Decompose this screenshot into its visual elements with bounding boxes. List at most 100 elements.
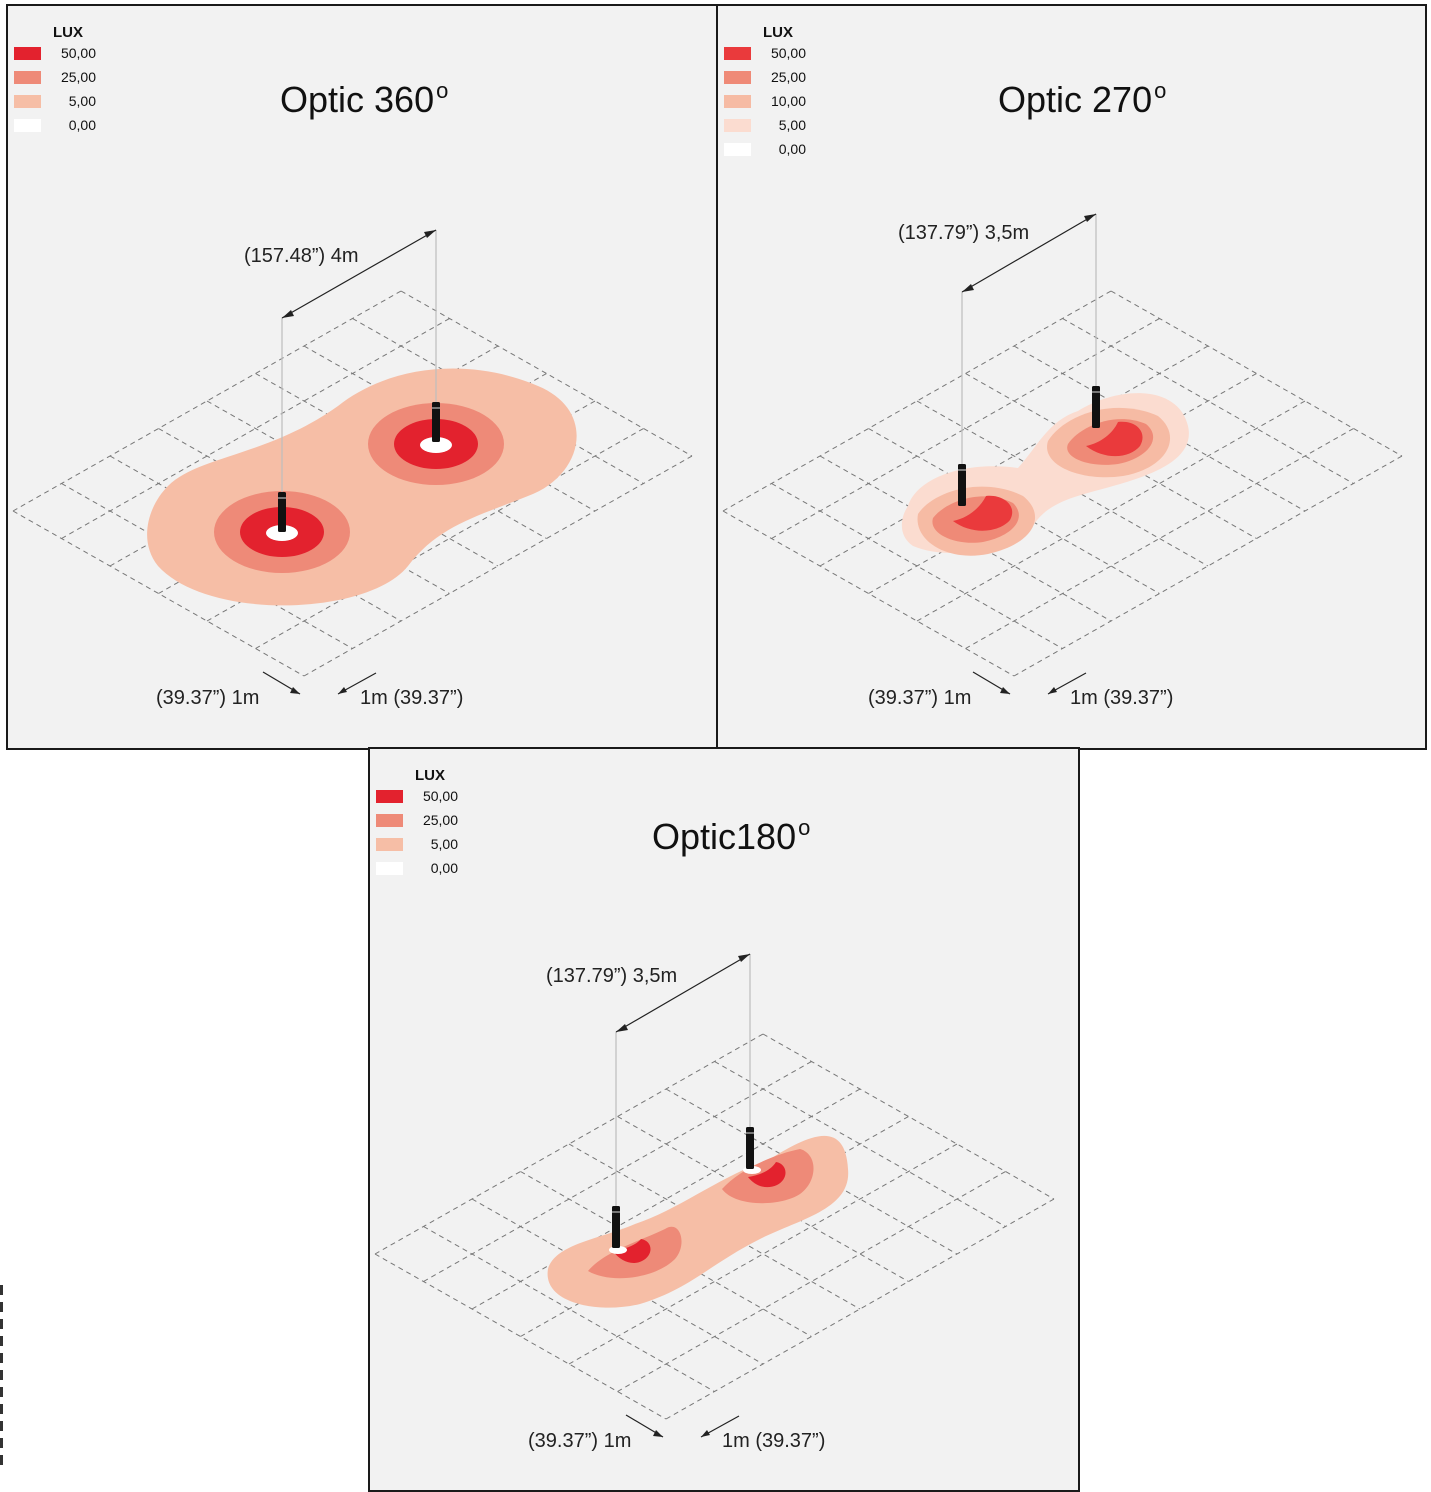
legend-value: 10,00 (770, 93, 806, 109)
legend-row: 50,00 (724, 44, 806, 68)
legend-title: LUX (53, 24, 83, 41)
page-edge-marks (0, 1285, 6, 1480)
panel-title-text: Optic180 (652, 816, 797, 857)
legend-row: 50,00 (376, 787, 458, 811)
lux-zones (901, 393, 1189, 556)
legend-row: 25,00 (376, 811, 458, 835)
grid-line (423, 1061, 812, 1282)
legend-value: 50,00 (770, 45, 806, 61)
legend-value: 25,00 (422, 812, 458, 828)
ground-grid (722, 290, 1403, 677)
legend-swatch (14, 95, 41, 108)
grid-unit-label-left: (39.37”) 1m (528, 1430, 631, 1452)
panel-title-text: Optic 270 (998, 79, 1153, 120)
spacing-dimension (961, 213, 1097, 293)
bollard-luminaire (958, 464, 966, 506)
legend-swatch (724, 71, 751, 84)
bollard-luminaire (432, 402, 440, 442)
optic-180-diagram: (137.79”) 3,5m (39.37”) 1m 1m (39.37”) (374, 953, 1055, 1452)
degree-sign: o (798, 815, 811, 840)
grid-line (520, 1171, 812, 1337)
grid-unit-label-left: (39.37”) 1m (156, 687, 259, 709)
panel-title: Optic 360o (280, 78, 448, 121)
grid-line (916, 400, 1306, 622)
spacing-dimension (281, 229, 437, 319)
grid-line (568, 1143, 958, 1365)
legend-row: 25,00 (14, 68, 96, 92)
lux-zone-50 (953, 495, 1013, 531)
grid-unit-dimension (625, 1414, 740, 1438)
panel-title-text: Optic 360 (280, 79, 435, 120)
lux-legend: LUX 50,00 25,00 5,00 0,00 (376, 767, 458, 883)
grid-unit-label-left: (39.37”) 1m (868, 687, 971, 709)
legend-row: 5,00 (376, 835, 458, 859)
grid-line (255, 373, 547, 539)
degree-sign: o (436, 78, 449, 103)
panel-title: Optic 270o (998, 78, 1166, 121)
legend-value: 25,00 (770, 69, 806, 85)
lux-zone-0 (266, 525, 298, 541)
panel-title: Optic180o (652, 815, 810, 858)
grid-line (12, 290, 402, 512)
legend-row: 5,00 (14, 92, 96, 116)
lux-zone-50 (748, 1162, 786, 1188)
legend-swatch (724, 119, 751, 132)
lux-zones (547, 1135, 849, 1308)
legend-swatch (376, 814, 403, 827)
grid-line (868, 428, 1160, 594)
grid-line (722, 290, 1112, 512)
ground-grid (374, 1033, 1055, 1420)
legend-value: 5,00 (778, 117, 806, 133)
legend-row: 0,00 (376, 859, 458, 883)
grid-line (1013, 455, 1403, 677)
legend-value: 5,00 (68, 93, 96, 109)
bollard-luminaire (612, 1206, 620, 1248)
legend-swatch (376, 838, 403, 851)
legend-swatch (724, 47, 751, 60)
optic-180-panel: (137.79”) 3,5m (39.37”) 1m 1m (39.37”) L… (368, 747, 1080, 1492)
grid-line (471, 1088, 861, 1310)
bollard-luminaire (278, 492, 286, 532)
grid-unit-dimension (972, 671, 1087, 695)
legend-swatch (724, 95, 751, 108)
legend-value: 0,00 (778, 141, 806, 157)
grid-line (303, 455, 693, 677)
grid-line (965, 373, 1257, 539)
optic-270-diagram: (137.79”) 3,5m (39.37”) 1m 1m (39.37”) (722, 213, 1403, 709)
grid-line (617, 1116, 909, 1282)
legend-swatch (376, 790, 403, 803)
grid-line (255, 428, 644, 649)
grid-line (965, 428, 1354, 649)
grid-line (665, 1198, 1055, 1420)
lux-legend: LUX 50,00 25,00 5,00 0,00 (14, 24, 96, 140)
legend-value: 50,00 (60, 45, 96, 61)
grid-line (771, 318, 1160, 539)
grid-line (568, 1143, 861, 1310)
bollard-luminaire (746, 1127, 754, 1169)
lux-zone-50 (613, 1239, 651, 1263)
grid-line (374, 1033, 764, 1255)
legend-swatch (14, 47, 41, 60)
optic-360-diagram: (157.48”) 4m (39.37”) 1m 1m (39.37”) (12, 229, 693, 709)
grid-line (762, 1033, 1055, 1200)
optic-360-panel: (157.48”) 4m (39.37”) 1m 1m (39.37”) LUX… (6, 4, 718, 750)
legend-value: 0,00 (430, 860, 458, 876)
legend-value: 25,00 (60, 69, 96, 85)
optic-270-panel: (137.79”) 3,5m (39.37”) 1m 1m (39.37”) L… (716, 4, 1427, 750)
grid-unit-dimension (262, 671, 377, 695)
lux-legend: LUX 50,00 25,00 10,00 5,00 0,00 (724, 24, 806, 164)
grid-line (61, 318, 450, 539)
grid-line (617, 1171, 1006, 1392)
grid-line (868, 373, 1257, 594)
lux-zone-50 (1086, 421, 1143, 457)
grid-line (916, 400, 1209, 567)
grid-line (1110, 290, 1403, 457)
legend-swatch (14, 71, 41, 84)
legend-row: 50,00 (14, 44, 96, 68)
spacing-label: (157.48”) 4m (244, 245, 359, 267)
legend-value: 0,00 (68, 117, 96, 133)
legend-value: 5,00 (430, 836, 458, 852)
legend-row: 25,00 (724, 68, 806, 92)
legend-title: LUX (415, 767, 445, 784)
grid-unit-label-right: 1m (39.37”) (722, 1430, 825, 1452)
